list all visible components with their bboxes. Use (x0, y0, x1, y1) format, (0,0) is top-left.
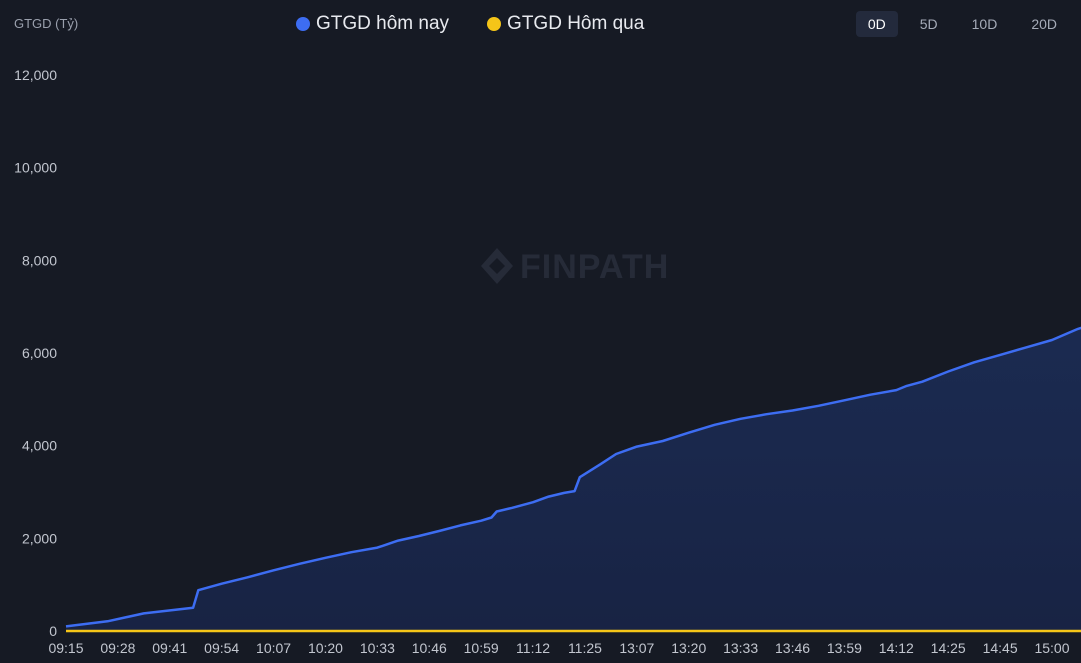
x-tick-label: 09:41 (152, 640, 187, 656)
x-tick-label: 09:28 (100, 640, 135, 656)
tab-5d[interactable]: 5D (919, 16, 938, 32)
x-tick-label: 11:12 (516, 640, 550, 656)
y-tick-label: 4,000 (22, 438, 57, 454)
x-tick-label: 13:46 (775, 640, 810, 656)
x-tick-label: 13:20 (671, 640, 706, 656)
watermark-text: FINPATH (520, 248, 669, 286)
x-tick-label: 14:25 (931, 640, 966, 656)
legend-label-yesterday: GTGD Hôm qua (507, 13, 645, 34)
y-tick-label: 0 (49, 623, 57, 639)
x-tick-label: 14:12 (879, 640, 914, 656)
tab-0d[interactable]: 0D (855, 11, 898, 37)
x-tick-label: 13:07 (619, 640, 654, 656)
finpath-logo-icon (481, 248, 513, 284)
y-tick-label: 8,000 (22, 252, 57, 268)
legend-label-today: GTGD hôm nay (316, 13, 450, 34)
legend-item-today[interactable]: GTGD hôm nay (296, 13, 449, 35)
x-tick-label: 13:59 (827, 640, 862, 656)
x-tick-label: 10:59 (464, 640, 499, 656)
y-tick-label: 2,000 (22, 530, 57, 546)
x-tick-label: 10:33 (360, 640, 395, 656)
y-tick-label: 10,000 (14, 160, 57, 176)
series-layer (65, 134, 1081, 633)
series-line-0[interactable] (65, 134, 1081, 628)
legend-dot-yesterday (487, 17, 502, 31)
y-tick-label: 12,000 (14, 67, 57, 83)
x-axis: 09:15 09:28 09:41 09:54 10:07 10:20 10:33 10:46… (48, 640, 1069, 656)
x-tick-label: 13:33 (723, 640, 758, 656)
range-tabs: 0D 5D 10D 20D (855, 11, 1069, 37)
x-tick-label: 10:46 (412, 640, 447, 656)
watermark: FINPATH (481, 248, 669, 286)
x-tick-label: 09:15 (48, 640, 83, 656)
x-tick-label: 14:45 (983, 640, 1018, 656)
legend-dot-today (296, 17, 310, 31)
tab-10d[interactable]: 10D (971, 16, 998, 32)
legend: GTGD hôm nay GTGD Hôm qua (296, 13, 644, 35)
series-area-0 (66, 327, 1081, 631)
x-tick-label: 10:20 (308, 640, 343, 656)
y-axis-unit-label: GTGD (Tỷ) (14, 16, 79, 31)
y-tick-label: 6,000 (22, 345, 57, 361)
x-tick-label: 15:00 (1034, 640, 1069, 656)
y-axis: 0 2,000 4,000 6,000 8,000 10,000 12,000 (14, 67, 57, 639)
x-tick-label: 09:54 (204, 640, 239, 656)
x-tick-label: 10:07 (256, 640, 291, 656)
legend-item-yesterday[interactable]: GTGD Hôm qua (487, 13, 644, 35)
tab-20d[interactable]: 20D (1031, 16, 1057, 32)
x-tick-label: 11:25 (568, 640, 602, 656)
